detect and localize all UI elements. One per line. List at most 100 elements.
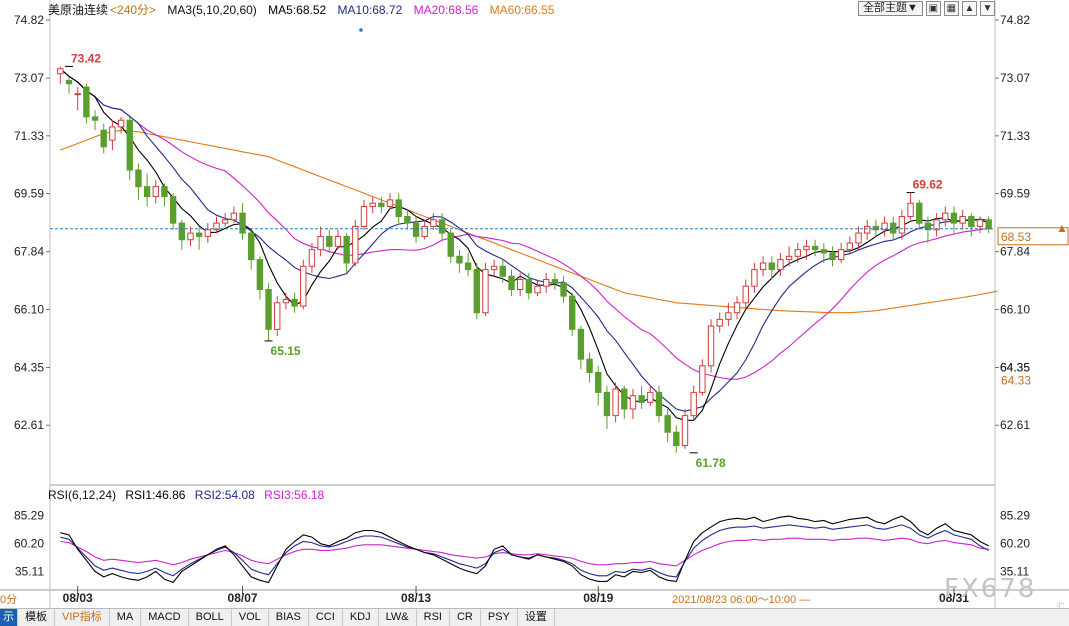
candle-body [890, 222, 897, 234]
candle-body [447, 232, 454, 257]
ma-config-label[interactable]: MA3(5,10,20,60) [167, 3, 257, 17]
grid-icon[interactable]: ▦ [943, 1, 959, 16]
candle-body [751, 269, 758, 287]
candle-body [317, 235, 324, 251]
candle-body [560, 282, 567, 297]
rsi2-line [60, 524, 989, 578]
candle-body [395, 199, 402, 217]
left-price-tick: 67.84 [14, 245, 44, 259]
left-price-tick: 69.59 [14, 187, 44, 201]
candle-body [985, 219, 992, 230]
toolbar-item-show[interactable]: 示 [0, 609, 18, 626]
candle-body [65, 79, 73, 85]
theme-dropdown[interactable]: 全部主题▼ [858, 1, 923, 16]
time-tick-label: 08/07 [228, 591, 258, 605]
time-tick-label: 08/13 [401, 591, 431, 605]
legend-marker-dot [359, 28, 363, 32]
ma5-label: MA5:68.52 [268, 3, 327, 17]
time-range-label: 2021/08/23 06:00～10:00 — [672, 594, 811, 606]
current-price-arrow-icon: ▲ [1056, 221, 1068, 235]
arrow-up-icon[interactable]: ▲ [961, 1, 977, 16]
candle-body [759, 262, 767, 271]
arrow-down-icon[interactable]: ▼ [979, 1, 995, 16]
candle-body [638, 395, 645, 403]
candle-body [586, 358, 593, 373]
candle-body [733, 302, 741, 314]
candle-body [820, 249, 828, 254]
right-price-tick: 62.61 [1000, 418, 1030, 432]
right-price-tick: 69.59 [1000, 187, 1030, 201]
toolbar-item-boll[interactable]: BOLL [189, 609, 232, 626]
toolbar-item-lw[interactable]: LW& [379, 609, 417, 626]
right-price-tick: 66.10 [1000, 302, 1030, 316]
candle-body [872, 225, 880, 231]
candle-body [508, 275, 515, 291]
toolbar-item-psy[interactable]: PSY [481, 609, 518, 626]
candle-body [942, 212, 949, 221]
toolbar-item-kdj[interactable]: KDJ [343, 609, 379, 626]
ma5-line [59, 68, 989, 421]
candle-body [482, 269, 489, 314]
ma10-label: MA10:68.72 [337, 3, 403, 17]
current-price-tag-box [997, 227, 1069, 246]
candle-body [664, 415, 671, 433]
instrument-title: 美原油连续 [48, 3, 109, 17]
ma60-price-tag: 64.33 [1001, 373, 1031, 387]
candle-body [924, 222, 932, 231]
right-price-tick: 67.84 [1000, 245, 1030, 259]
candle-body [621, 388, 628, 410]
toolbar-item-ma[interactable]: MA [110, 609, 142, 626]
candle-body [326, 235, 333, 247]
grid-lines [0, 0, 1069, 608]
toolbar-item-macd[interactable]: MACD [141, 609, 189, 626]
rsi-config-label[interactable]: RSI(6,12,24) [48, 488, 117, 502]
candle-body [516, 279, 524, 291]
candle-body [135, 169, 142, 188]
left-rsi-tick: 35.11 [15, 564, 44, 578]
candle-body [57, 68, 64, 75]
toolbar-item-vip[interactable]: VIP指标 [55, 609, 110, 626]
candle-body [707, 325, 715, 367]
candle-body [230, 212, 238, 221]
candle-body [603, 391, 611, 417]
candle-body [265, 289, 272, 330]
candle-body [430, 219, 437, 227]
toolbar-item-cr[interactable]: CR [450, 609, 481, 626]
candle-body [968, 215, 975, 227]
toolbar-item-cci[interactable]: CCI [309, 609, 343, 626]
right-price-tick: 73.07 [1000, 71, 1030, 85]
candle-body [690, 391, 697, 417]
candle-body [221, 219, 229, 224]
layout-icon[interactable]: ▣ [925, 1, 941, 16]
candle-body [673, 431, 680, 446]
candle-body [83, 86, 90, 118]
time-tick-label: 08/31 [939, 591, 969, 605]
candle-body [864, 225, 871, 234]
candle-body [794, 249, 801, 257]
candle-body [334, 235, 342, 247]
candle-body [473, 269, 480, 314]
left-price-tick: 62.61 [14, 418, 44, 432]
toolbar-item-vol[interactable]: VOL [232, 609, 269, 626]
candle-body [300, 265, 307, 307]
candle-body [74, 93, 81, 96]
candle-body [178, 222, 185, 241]
toolbar-item-settings[interactable]: 设置 [518, 609, 555, 626]
candle-body [404, 215, 411, 224]
candle-body [143, 186, 151, 198]
candle-body [386, 199, 394, 208]
toolbar-item-template[interactable]: 模板 [18, 609, 55, 626]
current-price-tag: 68.53 [1001, 230, 1031, 244]
toolbar-item-bias[interactable]: BIAS [269, 609, 309, 626]
candle-body [933, 219, 940, 231]
rsi1-label: RSI1:46.86 [125, 488, 186, 502]
left-price-tick: 74.82 [14, 13, 44, 27]
candle-body [543, 279, 550, 287]
candle-body [569, 295, 576, 330]
toolbar-item-rsi[interactable]: RSI [417, 609, 450, 626]
candle-body [950, 212, 958, 224]
candle-body [525, 279, 533, 294]
axes: 74.82 74.82 73.07 73.07 71.33 71.33 69.59 69.59… [14, 13, 1030, 605]
candle-body [499, 265, 506, 277]
period-label[interactable]: <240分> [110, 3, 157, 17]
